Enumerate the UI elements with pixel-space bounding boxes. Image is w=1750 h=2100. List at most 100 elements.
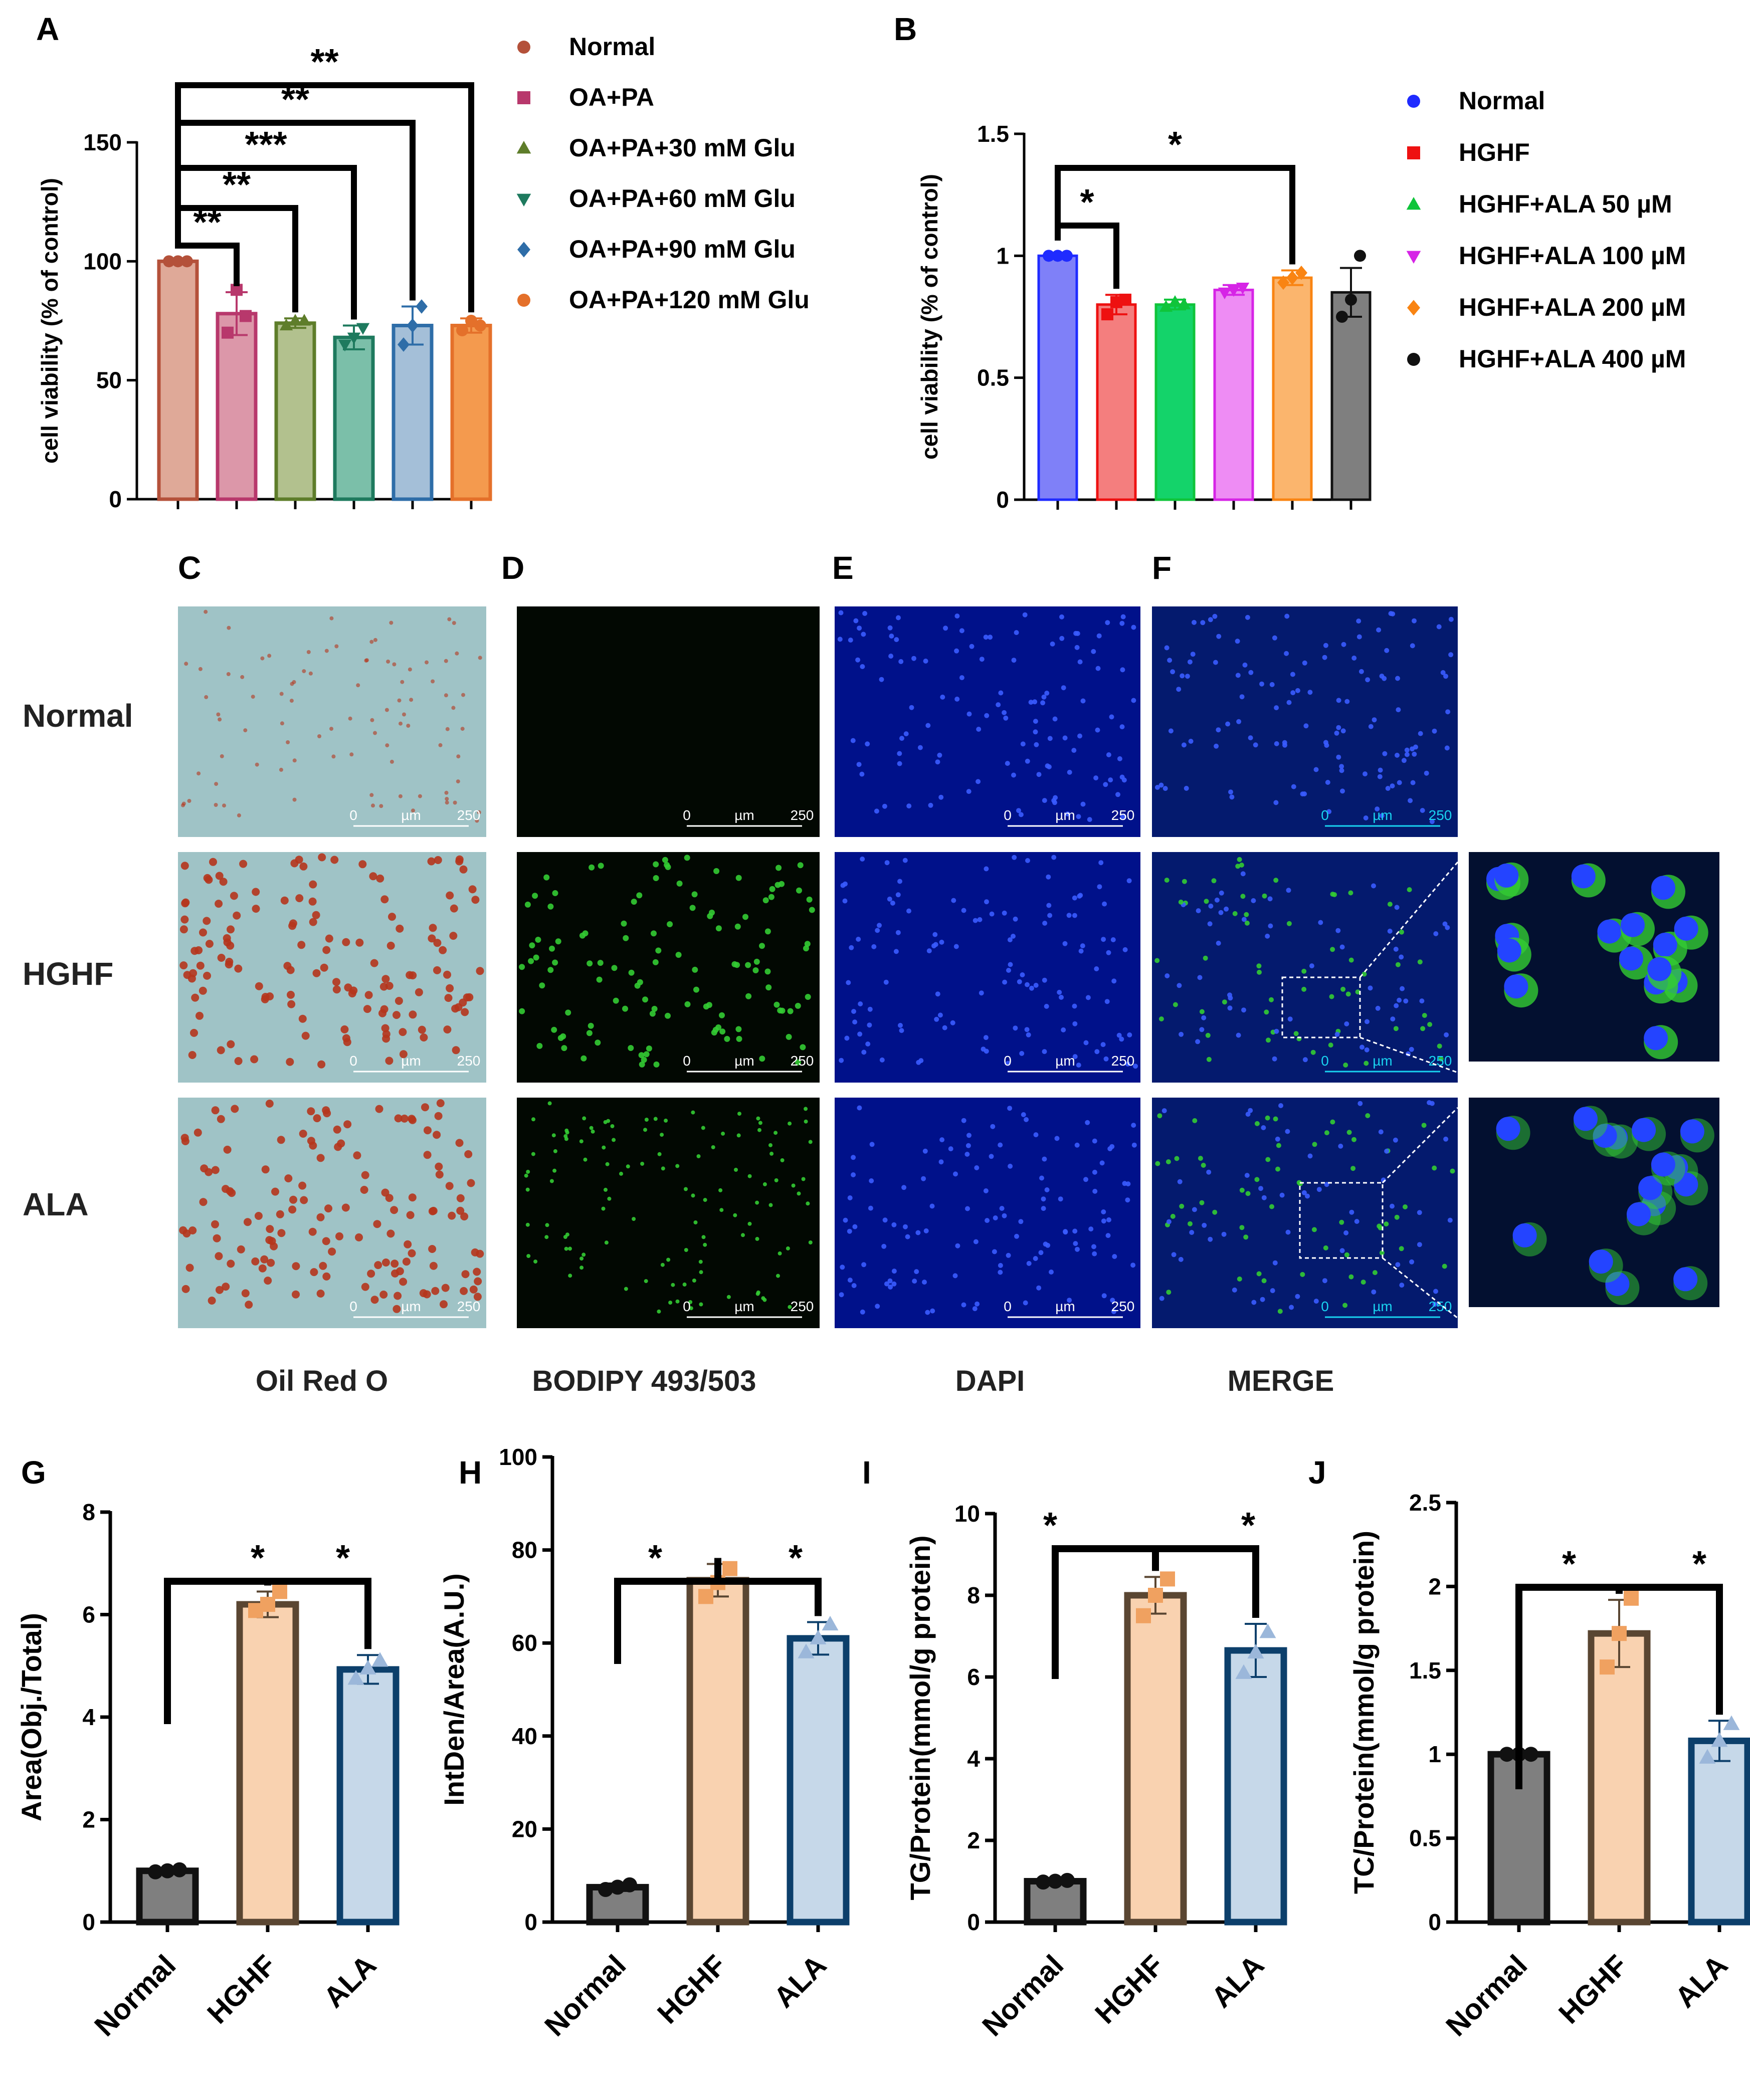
cell-mark: [839, 1058, 844, 1063]
bar: [1330, 291, 1372, 501]
cell-nucleus: [1627, 1202, 1651, 1226]
cell-mark: [718, 1188, 723, 1192]
cell-mark: [940, 694, 945, 700]
cell-mark: [1412, 618, 1417, 623]
cell-mark: [337, 1139, 345, 1148]
cell-mark: [1418, 731, 1423, 736]
cell-mark: [1177, 983, 1182, 988]
cell-mark: [378, 1009, 386, 1017]
cell-mark: [185, 1264, 194, 1272]
cell-mark: [348, 716, 352, 721]
cell-mark: [1005, 761, 1010, 766]
cell-mark: [393, 1305, 401, 1313]
cell-mark: [1378, 1129, 1384, 1135]
cell-mark: [1125, 1197, 1130, 1203]
legend-label: OA+PA: [569, 83, 654, 111]
cell-mark: [1120, 814, 1125, 819]
significance-bracket: [264, 1578, 371, 1649]
significance-bracket: [175, 82, 474, 313]
cell-mark: [455, 1139, 464, 1147]
significance-label: *: [251, 1538, 265, 1578]
cell-mark: [1412, 751, 1417, 757]
cell-mark: [938, 1159, 944, 1165]
cell-mark: [1248, 735, 1253, 741]
micrograph-merge: [1152, 606, 1458, 837]
cell-mark: [420, 1033, 428, 1041]
cell-mark: [1394, 1214, 1400, 1220]
scale-bar-unit: µm: [1055, 1053, 1075, 1069]
cell-mark: [606, 1119, 611, 1123]
cell-mark: [1100, 1042, 1106, 1047]
cell-mark: [468, 885, 477, 894]
cell-mark: [950, 1020, 955, 1025]
cell-mark: [1177, 1179, 1183, 1184]
cell-mark: [191, 993, 200, 1002]
cell-mark: [1002, 710, 1007, 715]
cell-mark: [1364, 1047, 1370, 1053]
cell-mark: [267, 654, 272, 658]
cell-mark: [652, 959, 659, 965]
cell-mark: [1248, 1108, 1253, 1113]
cell-mark: [769, 886, 775, 892]
cell-mark: [391, 1259, 399, 1268]
cell-mark: [1131, 698, 1136, 703]
cell-mark: [1199, 1200, 1205, 1205]
cell-nucleus: [1673, 1267, 1698, 1292]
cell-mark: [1351, 656, 1357, 661]
scale-bar-end: 250: [1111, 807, 1135, 823]
cell-mark: [1119, 774, 1125, 780]
cell-mark: [1371, 883, 1376, 889]
cell-mark: [220, 754, 224, 758]
cell-mark: [726, 1295, 731, 1299]
cell-mark: [602, 1145, 606, 1150]
cell-mark: [545, 1223, 549, 1227]
cell-mark: [696, 1154, 701, 1158]
cell-mark: [322, 946, 331, 954]
cell-mark: [1228, 789, 1233, 795]
cell-mark: [671, 1283, 675, 1287]
cell-mark: [211, 1106, 220, 1115]
cell-mark: [526, 1254, 531, 1258]
y-tick-label: 80: [512, 1537, 537, 1563]
cell-mark: [1044, 691, 1050, 696]
cell-mark: [628, 969, 635, 976]
cell-mark: [1168, 728, 1174, 734]
data-point: [1136, 1608, 1151, 1623]
cell-mark: [445, 797, 449, 801]
cell-mark: [1290, 672, 1295, 677]
significance-label: *: [1080, 182, 1094, 223]
cell-mark: [309, 880, 317, 889]
cell-mark: [428, 1245, 437, 1253]
cell-mark: [1040, 700, 1046, 706]
cell-mark: [298, 1181, 307, 1190]
cell-mark: [655, 947, 662, 954]
cell-mark: [857, 1105, 862, 1111]
cell-mark: [1363, 771, 1368, 777]
cell-mark: [1072, 1054, 1078, 1060]
cell-mark: [804, 941, 811, 947]
cell-mark: [779, 1007, 786, 1014]
cell-mark: [380, 895, 389, 904]
cell-mark: [888, 1284, 893, 1290]
bar: [157, 259, 199, 501]
cell-mark: [631, 899, 637, 905]
cell-mark: [1032, 699, 1038, 705]
cell-mark: [216, 712, 221, 717]
cell-mark: [642, 996, 648, 1003]
cell-mark: [1417, 1242, 1422, 1247]
data-point: [1624, 1590, 1639, 1606]
cell-mark: [445, 800, 449, 805]
cell-mark: [266, 992, 274, 1000]
cell-mark: [651, 1005, 658, 1012]
cell-mark: [1445, 925, 1450, 930]
cell-mark: [1307, 1153, 1313, 1159]
cell-mark: [882, 1217, 888, 1223]
cell-mark: [737, 1112, 741, 1116]
data-point: [1060, 1872, 1075, 1888]
cell-mark: [287, 990, 295, 999]
cell-mark: [1071, 748, 1077, 753]
cell-mark: [842, 898, 848, 904]
row-label-normal: Normal: [23, 698, 133, 734]
scale-bar-start: 0: [349, 807, 357, 823]
